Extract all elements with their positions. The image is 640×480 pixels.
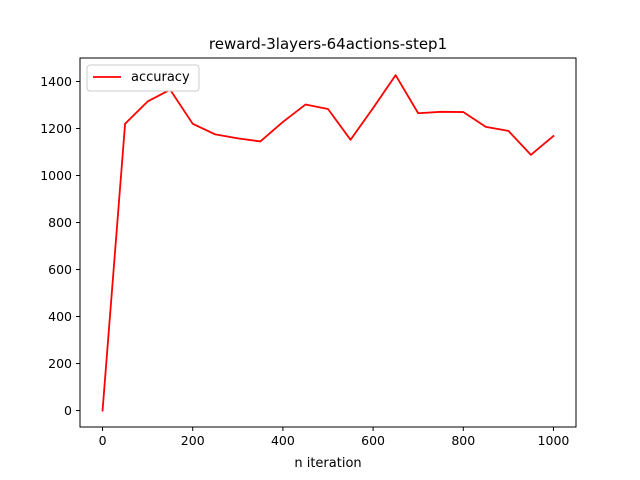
x-tick-label: 800 xyxy=(451,433,475,448)
legend-label: accuracy xyxy=(131,70,190,85)
axes-frame xyxy=(79,57,577,428)
y-axis: 0 200 400 600 800 1000 1200 1400 xyxy=(40,74,80,418)
y-tick-label: 1400 xyxy=(40,74,72,89)
x-tick-label: 600 xyxy=(361,433,385,448)
x-tick-label: 400 xyxy=(271,433,295,448)
series-line-0 xyxy=(101,74,555,412)
y-tick-label: 400 xyxy=(48,309,72,324)
y-tick-label: 800 xyxy=(48,215,72,230)
legend-frame xyxy=(86,64,200,92)
y-tick-label: 200 xyxy=(48,356,72,371)
x-tick-label: 0 xyxy=(99,433,107,448)
x-tick-label: 200 xyxy=(181,433,205,448)
y-tick-label: 0 xyxy=(64,403,72,418)
y-tick-label: 600 xyxy=(48,262,72,277)
plot-area xyxy=(79,57,577,428)
y-tick-label: 1200 xyxy=(40,121,72,136)
x-tick-label: 1000 xyxy=(538,433,570,448)
legend: accuracy xyxy=(86,64,200,92)
x-axis: 0 200 400 600 800 1000 xyxy=(99,427,570,448)
y-tick-label: 1000 xyxy=(40,168,72,183)
chart-title: reward-3layers-64actions-step1 xyxy=(209,35,447,53)
x-axis-label: n iteration xyxy=(294,456,361,471)
